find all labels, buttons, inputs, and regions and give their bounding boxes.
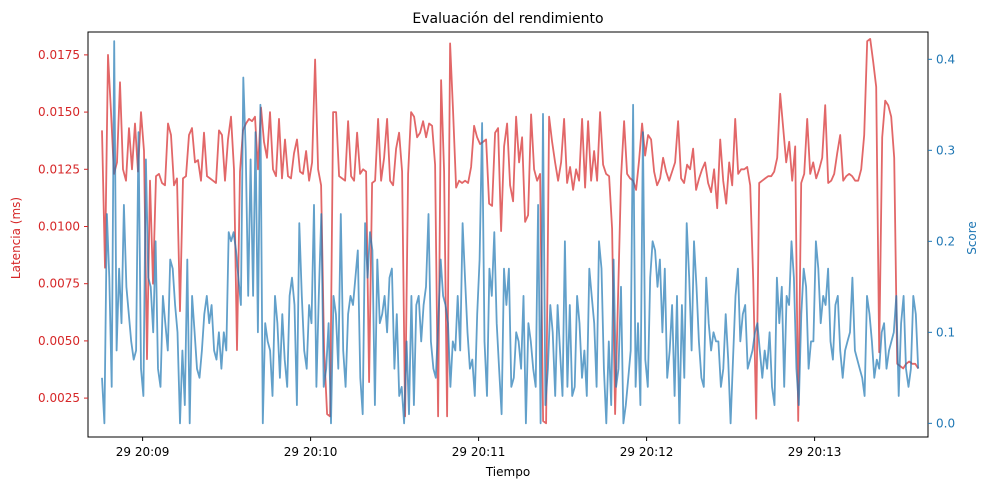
score-series-line: [101, 40, 920, 425]
right-y-tick-label: 0.0: [936, 416, 955, 430]
x-tick-label: 29 20:11: [452, 445, 506, 459]
x-tick-label: 29 20:13: [788, 445, 842, 459]
left-y-tick-label: 0.0100: [38, 219, 80, 233]
left-y-tick-label: 0.0050: [38, 334, 80, 348]
x-axis-title: Tiempo: [485, 465, 530, 479]
left-y-axis-title: Latencia (ms): [9, 197, 23, 279]
right-y-tick-label: 0.3: [936, 143, 955, 157]
right-y-axis-title: Score: [965, 221, 979, 255]
series-layer: [101, 38, 920, 425]
right-y-tick-label: 0.4: [936, 52, 955, 66]
left-y-tick-label: 0.0075: [38, 277, 80, 291]
axes-layer: 29 20:09 29 20:10 29 20:11 29 20:12 29 20:13…: [38, 31, 955, 459]
latency-series-line: [101, 38, 919, 425]
left-y-tick-label: 0.0025: [38, 391, 80, 405]
left-y-tick-label: 0.0175: [38, 48, 80, 62]
plot-frame: [87, 31, 929, 438]
right-y-tick-label: 0.2: [936, 234, 955, 248]
chart-title: Evaluación del rendimiento: [412, 11, 603, 27]
right-y-tick-label: 0.1: [936, 325, 955, 339]
x-tick-label: 29 20:12: [620, 445, 674, 459]
x-tick-label: 29 20:09: [116, 445, 170, 459]
left-y-tick-label: 0.0125: [38, 162, 80, 176]
left-y-tick-label: 0.0150: [38, 105, 80, 119]
x-tick-label: 29 20:10: [284, 445, 338, 459]
